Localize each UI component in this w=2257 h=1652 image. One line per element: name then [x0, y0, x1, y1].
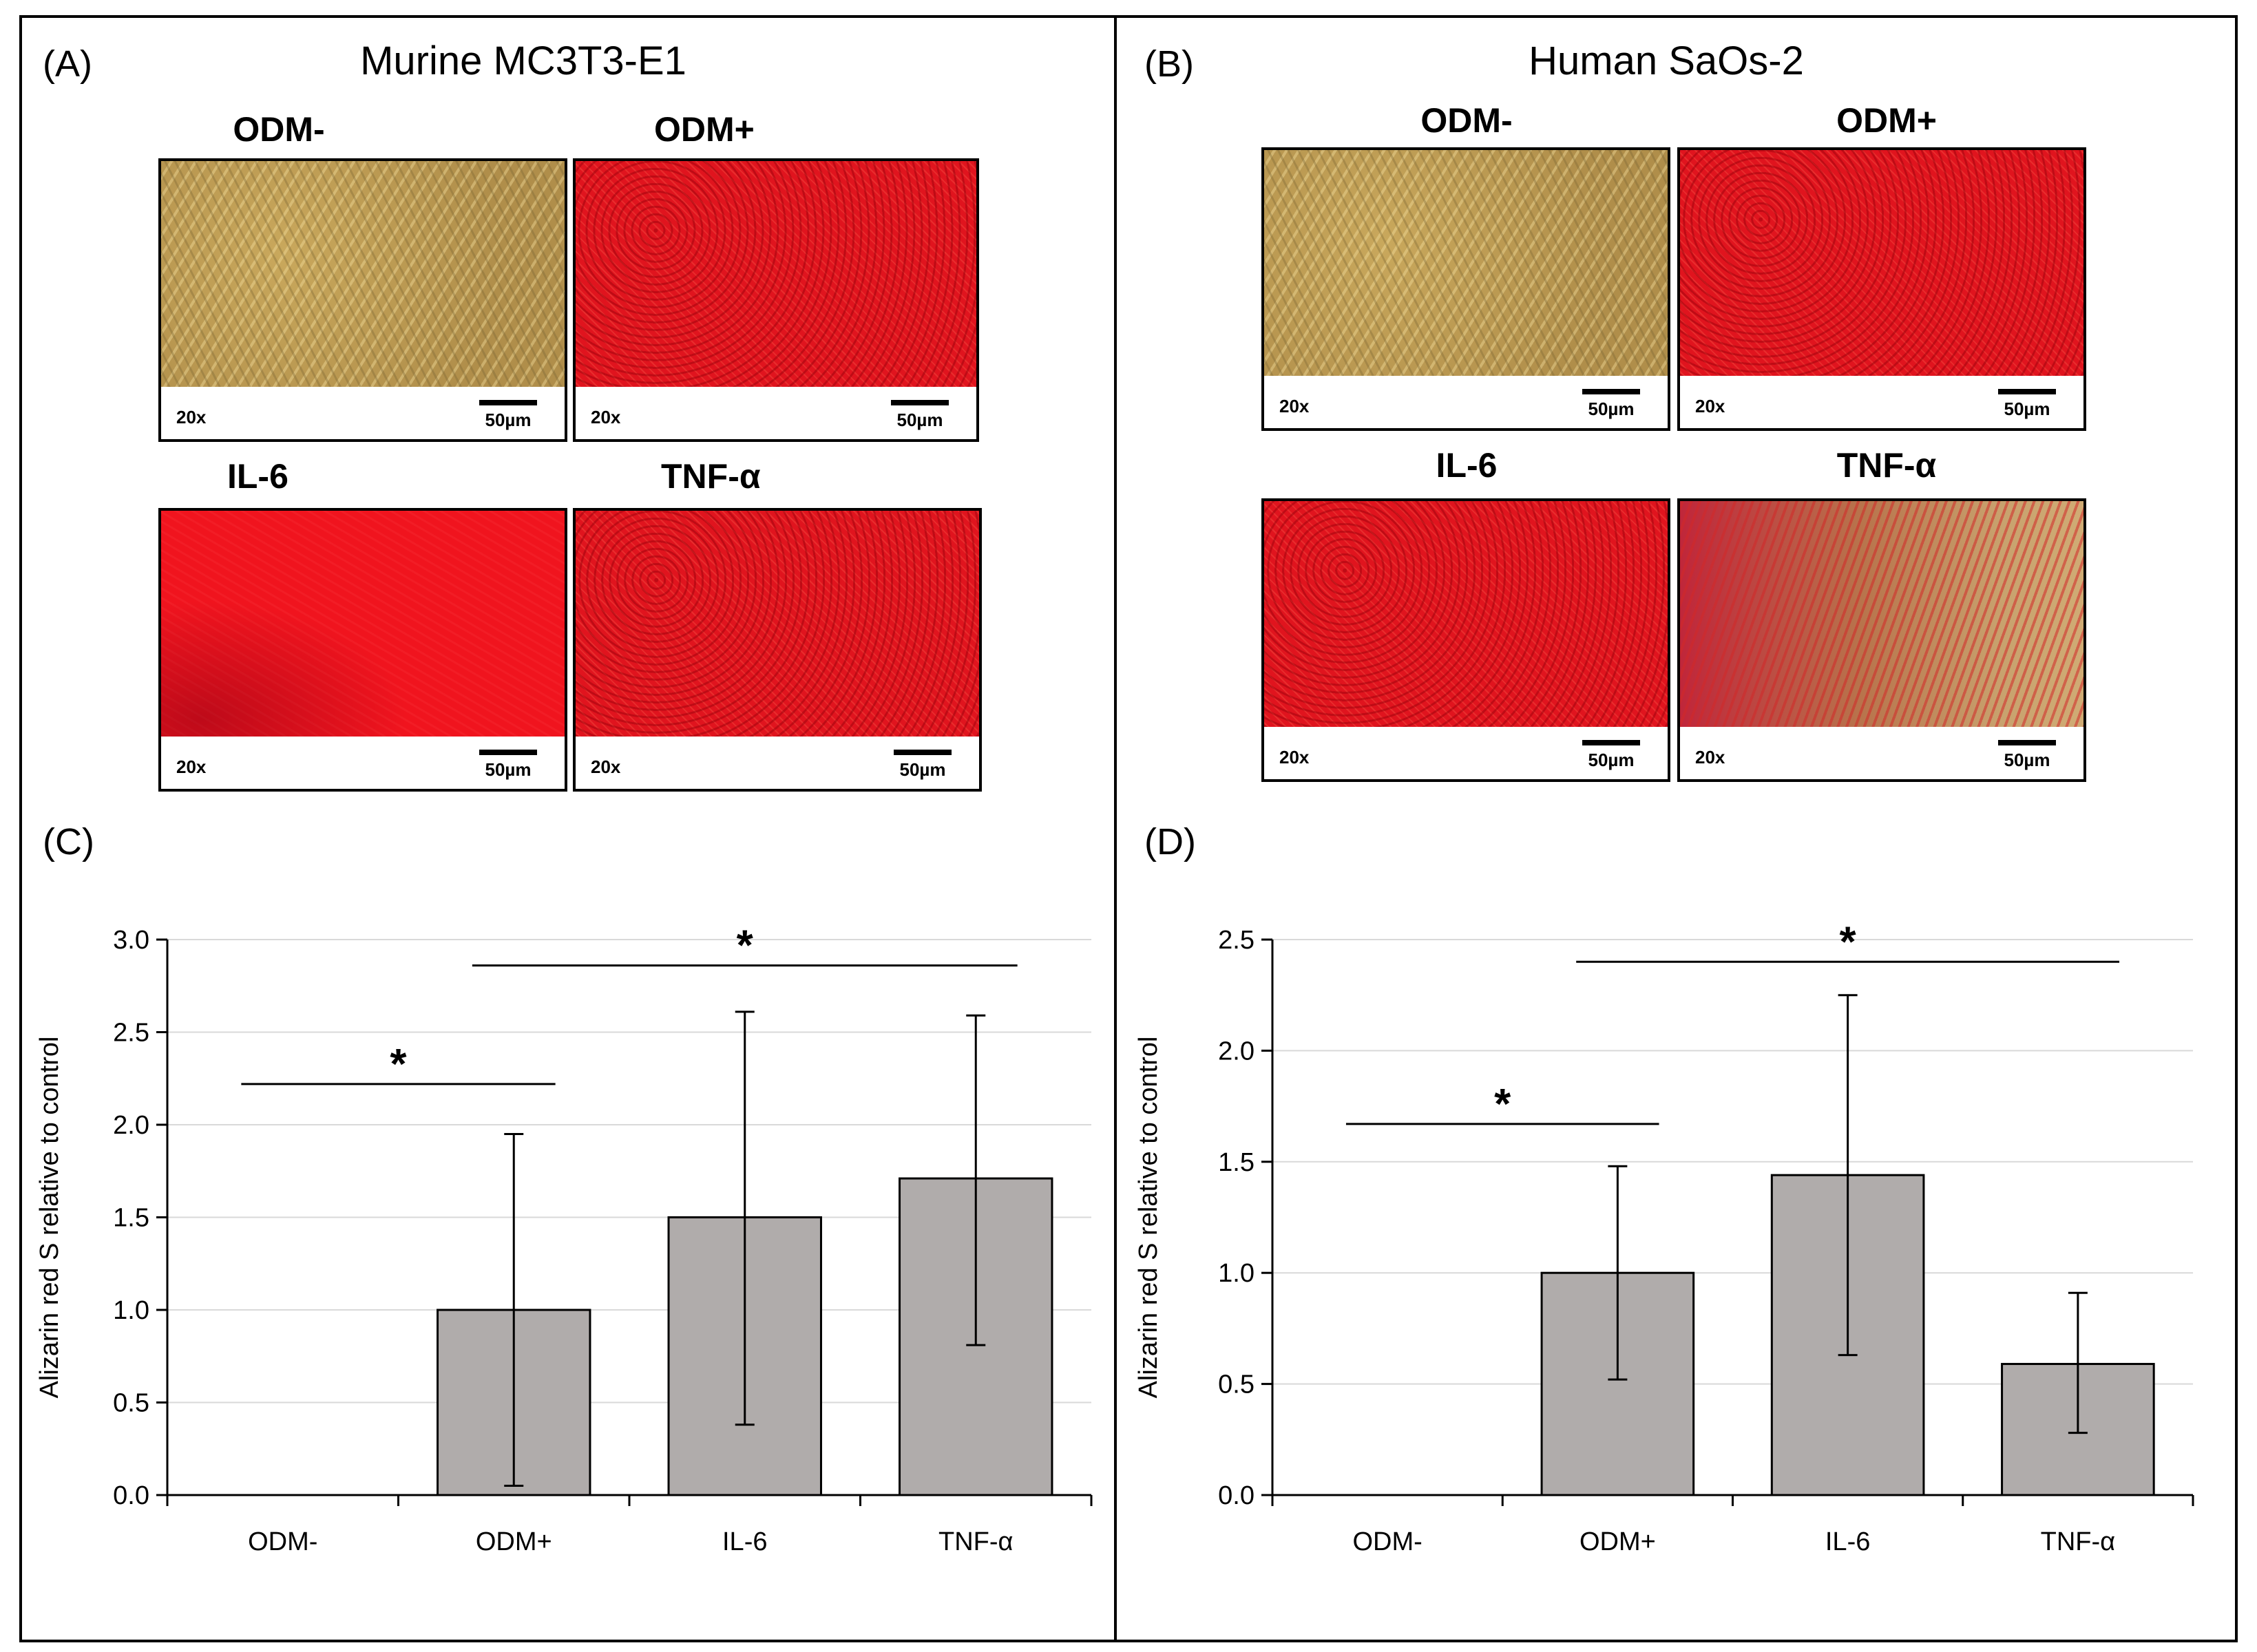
- significance-star: *: [1494, 1081, 1511, 1128]
- scale-bar: 50µm: [479, 400, 537, 431]
- scale-bar: 50µm: [891, 400, 949, 431]
- y-tick-label: 2.0: [1218, 1037, 1255, 1066]
- image-label: TNF-α: [1836, 446, 1937, 485]
- scale-bar: 50µm: [1998, 740, 2056, 771]
- micrograph-a-odm-minus: 20x 50µm: [158, 158, 567, 442]
- micrograph-b-odm-plus: 20x 50µm: [1677, 147, 2086, 431]
- image-label: ODM-: [1420, 101, 1513, 140]
- y-axis-label: Alizarin red S relative to control: [35, 1037, 64, 1399]
- micrograph-image: [576, 161, 976, 392]
- scale-label: 50µm: [2004, 399, 2050, 419]
- scale-bar: 50µm: [1998, 389, 2056, 420]
- scale-label: 50µm: [899, 759, 946, 780]
- chart-d: 0.0 0.5 1.0 1.5 2.0 2.5 ODM- ODM+ IL-6 TNF-α Aliza…: [1134, 918, 2194, 1556]
- micrograph-b-il6: 20x 50µm: [1261, 498, 1670, 782]
- scale-label: 50µm: [1588, 750, 1635, 770]
- image-label: ODM+: [654, 110, 755, 149]
- micrograph-image: [161, 161, 565, 392]
- image-label: IL-6: [1436, 446, 1498, 485]
- x-tick-label: TNF-α: [938, 1527, 1014, 1556]
- significance-star: *: [1840, 918, 1857, 966]
- y-tick-label: 3.0: [113, 926, 149, 955]
- y-tick-label: 1.0: [113, 1296, 149, 1325]
- x-tick-label: IL-6: [1825, 1527, 1870, 1556]
- y-tick-label: 0.5: [113, 1389, 149, 1418]
- micrograph-image: [576, 511, 979, 742]
- x-tick-label: ODM+: [476, 1527, 552, 1556]
- micrograph-image: [1680, 150, 2083, 381]
- scale-bar: 50µm: [894, 750, 952, 781]
- y-tick-label: 1.5: [1218, 1148, 1255, 1177]
- y-tick-label: 2.0: [113, 1111, 149, 1140]
- magnification-label: 20x: [1695, 396, 1725, 416]
- scale-bar: 50µm: [479, 750, 537, 781]
- magnification-label: 20x: [591, 756, 621, 777]
- significance-star: *: [737, 922, 754, 970]
- y-tick-label: 0.0: [113, 1481, 149, 1510]
- magnification-label: 20x: [1279, 747, 1310, 767]
- panel-b-title: Human SaOs-2: [1529, 39, 1804, 83]
- panel-a-label: (A): [43, 43, 92, 85]
- micrograph-a-tnf: 20x 50µm: [573, 508, 982, 792]
- x-tick-label: TNF-α: [2041, 1527, 2116, 1556]
- scale-label: 50µm: [485, 410, 532, 430]
- right-frame: [1114, 15, 2238, 1642]
- micrograph-image: [1264, 150, 1668, 381]
- y-tick-label: 1.5: [113, 1204, 149, 1233]
- chart-c: 0.0 0.5 1.0 1.5 2.0 2.5 3.0 ODM- ODM+ IL-6 TNF-α Al…: [35, 922, 1093, 1556]
- y-axis-label: Alizarin red S relative to control: [1134, 1037, 1163, 1399]
- scale-label: 50µm: [2004, 750, 2050, 770]
- y-tick-label: 0.0: [1218, 1481, 1255, 1510]
- magnification-label: 20x: [176, 756, 207, 777]
- scale-bar: 50µm: [1582, 389, 1640, 420]
- x-tick-label: ODM+: [1579, 1527, 1656, 1556]
- micrograph-a-odm-plus: 20x 50µm: [573, 158, 979, 442]
- micrograph-a-il6: 20x 50µm: [158, 508, 567, 792]
- micrograph-image: [1680, 501, 2083, 732]
- scale-label: 50µm: [896, 410, 943, 430]
- magnification-label: 20x: [1279, 396, 1310, 416]
- image-label: ODM+: [1836, 101, 1937, 140]
- magnification-label: 20x: [176, 407, 207, 427]
- image-label: ODM-: [233, 110, 325, 149]
- magnification-label: 20x: [591, 407, 621, 427]
- panel-c-label: (C): [43, 821, 94, 862]
- scale-label: 50µm: [1588, 399, 1635, 419]
- magnification-label: 20x: [1695, 747, 1725, 767]
- significance-star: *: [390, 1041, 407, 1088]
- panel-b-label: (B): [1144, 43, 1194, 85]
- image-label: TNF-α: [661, 457, 761, 496]
- micrograph-image: [1264, 501, 1668, 732]
- micrograph-b-tnf: 20x 50µm: [1677, 498, 2086, 782]
- image-label: IL-6: [227, 457, 288, 496]
- scale-bar: 50µm: [1582, 740, 1640, 771]
- y-tick-label: 2.5: [1218, 926, 1255, 955]
- x-tick-label: ODM-: [1352, 1527, 1422, 1556]
- panel-d-label: (D): [1144, 821, 1196, 862]
- x-tick-label: ODM-: [248, 1527, 317, 1556]
- scale-label: 50µm: [485, 759, 532, 780]
- panel-a-title: Murine MC3T3-E1: [360, 39, 686, 83]
- x-tick-label: IL-6: [722, 1527, 767, 1556]
- y-tick-label: 1.0: [1218, 1259, 1255, 1288]
- micrograph-b-odm-minus: 20x 50µm: [1261, 147, 1670, 431]
- y-tick-label: 2.5: [113, 1019, 149, 1048]
- micrograph-image: [161, 511, 565, 742]
- y-tick-label: 0.5: [1218, 1370, 1255, 1399]
